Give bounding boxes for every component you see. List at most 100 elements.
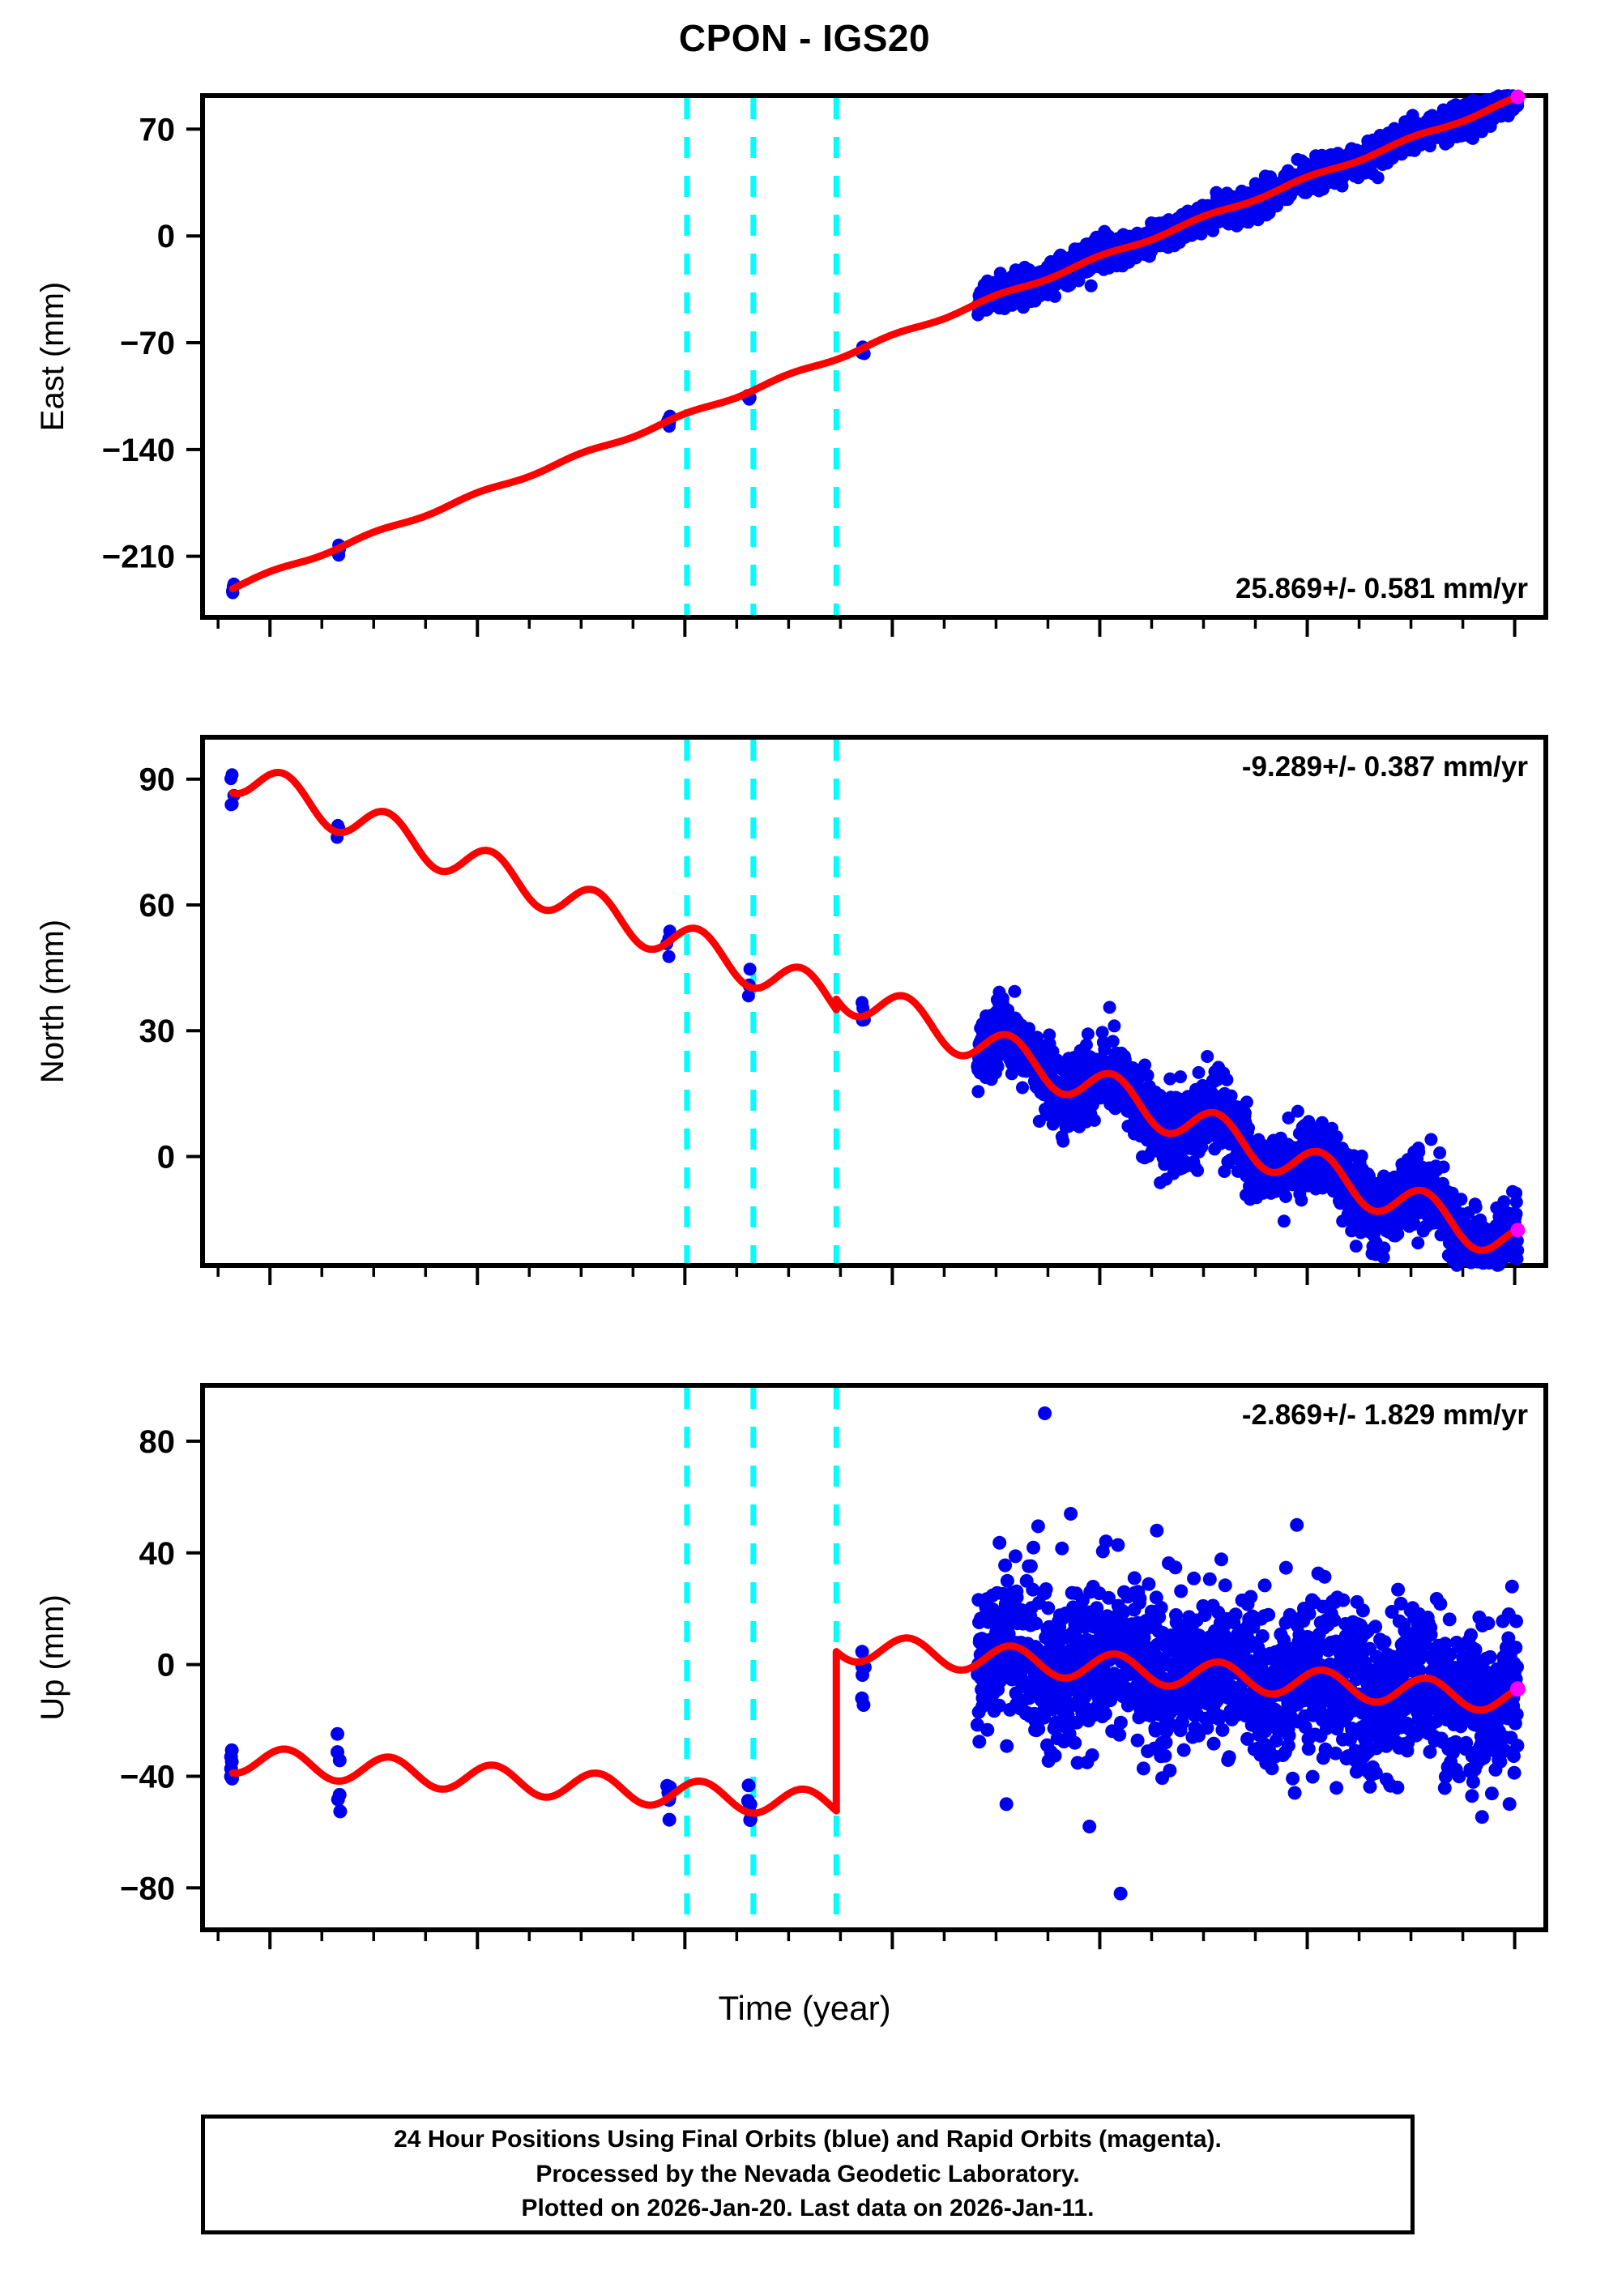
- data-point-final: [743, 962, 757, 976]
- data-point-final: [1136, 1761, 1150, 1776]
- data-point-final: [1084, 279, 1098, 292]
- data-point-final: [1175, 1716, 1189, 1730]
- data-point-final: [1068, 1735, 1082, 1750]
- data-point-final: [1142, 1577, 1156, 1591]
- data-point-final: [1048, 289, 1062, 303]
- data-point-final: [1363, 1779, 1377, 1794]
- data-point-final: [741, 989, 755, 1003]
- data-point-final: [1133, 1591, 1147, 1606]
- data-point-final: [1085, 1748, 1099, 1762]
- data-point-final: [1218, 1578, 1232, 1593]
- data-point-final: [1141, 1069, 1154, 1082]
- data-point-final: [1095, 1026, 1109, 1039]
- data-point-final: [1048, 1748, 1062, 1763]
- data-point-final: [1079, 1038, 1093, 1052]
- data-point-final: [225, 797, 239, 811]
- data-point-final: [1112, 1727, 1127, 1742]
- data-point-final: [1081, 1027, 1095, 1041]
- rate-annotation: -9.289+/- 0.387 mm/yr: [1242, 751, 1529, 783]
- data-point-final: [1009, 1590, 1024, 1605]
- data-point-final: [1244, 1590, 1258, 1604]
- data-point-final: [1242, 1121, 1255, 1135]
- data-point-final: [1202, 1572, 1217, 1586]
- data-point-final: [1215, 1722, 1230, 1737]
- data-point-final: [1509, 1195, 1523, 1209]
- data-point-final: [1336, 1593, 1351, 1607]
- data-point-final: [1317, 1569, 1332, 1584]
- data-point-final: [333, 1804, 348, 1819]
- data-point-final: [1286, 1771, 1300, 1786]
- data-point-final: [1315, 1116, 1329, 1129]
- plot-frame: [200, 93, 1548, 620]
- model-trend-line: [228, 93, 1522, 593]
- y-tick-label: 30: [139, 1014, 176, 1049]
- data-point-final: [1255, 1629, 1270, 1643]
- y-tick-label: −80: [120, 1871, 175, 1906]
- data-point-final: [980, 1722, 995, 1737]
- y-axis-label: Up (mm): [35, 1594, 70, 1721]
- data-point-final: [855, 1691, 869, 1705]
- data-point-final: [1222, 1750, 1236, 1765]
- y-tick-label: −40: [120, 1759, 175, 1795]
- data-point-final: [1265, 1761, 1279, 1776]
- data-point-final: [1377, 1635, 1392, 1649]
- data-point-final: [1411, 1236, 1425, 1250]
- data-point-final: [1497, 1195, 1511, 1209]
- data-point-final: [1158, 1748, 1172, 1763]
- data-point-final: [1412, 1146, 1426, 1159]
- data-point-final: [1176, 1743, 1191, 1757]
- y-tick-label: 90: [139, 762, 176, 798]
- data-point-final: [1130, 1733, 1145, 1748]
- y-tick-label: 60: [139, 888, 176, 924]
- data-point-final: [1390, 1780, 1405, 1795]
- data-point-final: [1240, 1095, 1253, 1109]
- data-point-final: [972, 1735, 987, 1749]
- data-point-final: [662, 1812, 676, 1827]
- y-tick-label: 0: [157, 1139, 175, 1175]
- data-point-final: [1005, 1067, 1018, 1081]
- data-point-final: [1355, 1603, 1370, 1618]
- y-tick-label: 70: [139, 112, 176, 147]
- data-point-final: [1022, 1022, 1035, 1035]
- data-point-final: [1377, 1241, 1391, 1255]
- data-point-final: [1206, 1736, 1221, 1751]
- data-point-final: [1301, 1742, 1316, 1756]
- data-point-final: [1000, 1573, 1014, 1588]
- page-title: CPON - IGS20: [678, 17, 931, 59]
- data-point-final: [971, 1085, 985, 1099]
- data-point-final: [332, 1787, 347, 1802]
- data-point-final: [1282, 1111, 1295, 1125]
- data-point-final: [1031, 1519, 1045, 1534]
- data-point-final: [1127, 1571, 1142, 1585]
- y-tick-label: 40: [139, 1536, 176, 1572]
- data-point-final: [1454, 1193, 1468, 1206]
- data-point-final: [1278, 1560, 1293, 1575]
- data-point-final: [1163, 1072, 1177, 1086]
- data-point-final: [1174, 1070, 1187, 1084]
- data-point-final: [1192, 1065, 1206, 1079]
- data-point-final: [1016, 1081, 1029, 1095]
- data-point-final: [1008, 984, 1022, 998]
- y-tick-label: −70: [120, 326, 175, 361]
- data-point-final: [1201, 1050, 1214, 1063]
- data-point-final: [1154, 1601, 1168, 1615]
- data-point-final: [1103, 1001, 1116, 1014]
- data-point-final: [1466, 131, 1479, 145]
- data-point-final: [1214, 1552, 1228, 1567]
- data-point-final: [1509, 1207, 1523, 1221]
- data-point-final: [1168, 1560, 1183, 1575]
- data-point-final: [1291, 1104, 1304, 1118]
- data-point-final: [1511, 1244, 1525, 1257]
- data-point-final: [1055, 1541, 1069, 1556]
- data-point-final: [1424, 1133, 1438, 1146]
- data-point-final: [1257, 1578, 1272, 1593]
- y-tick-label: −210: [102, 540, 175, 575]
- data-point-final: [1138, 1058, 1152, 1072]
- data-point-final: [1391, 1582, 1406, 1597]
- data-point-final: [1355, 1149, 1368, 1163]
- data-point-final: [1261, 1607, 1276, 1622]
- data-point-final: [1111, 1538, 1125, 1552]
- data-point-final: [1329, 1781, 1344, 1795]
